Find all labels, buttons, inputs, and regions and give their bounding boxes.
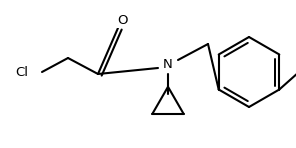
Text: N: N [163,58,173,70]
Text: O: O [117,13,127,26]
Text: Cl: Cl [15,66,28,78]
